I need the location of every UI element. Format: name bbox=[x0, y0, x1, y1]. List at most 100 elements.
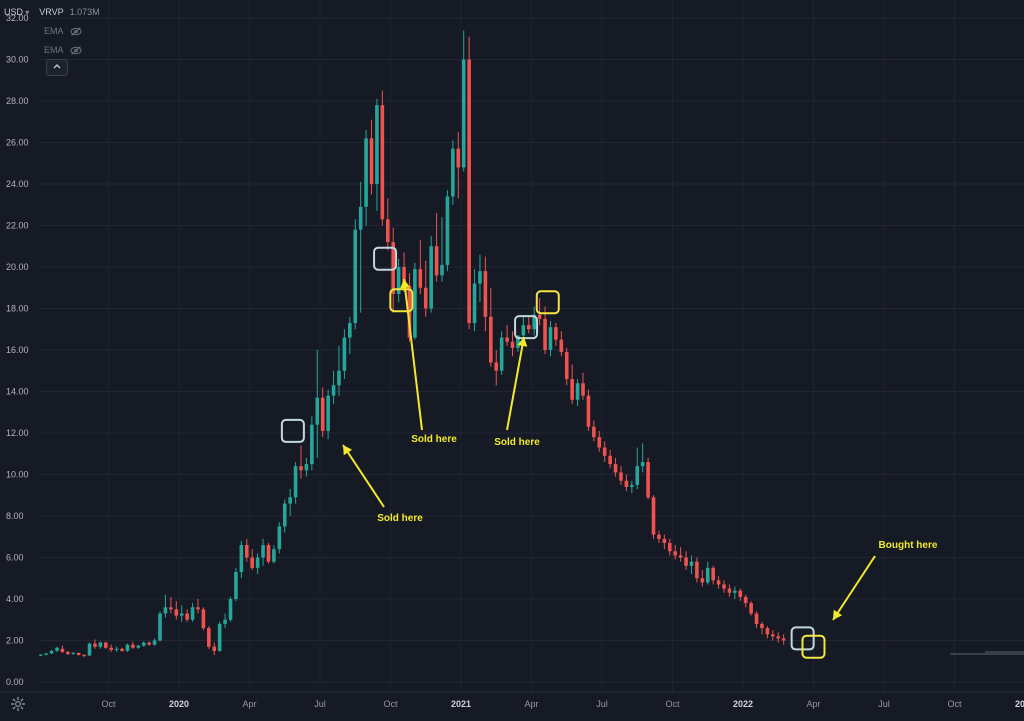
x-tick-label: Jul bbox=[878, 699, 890, 709]
candle-body bbox=[613, 464, 618, 473]
candle-body bbox=[66, 651, 70, 654]
candle-body bbox=[526, 325, 531, 330]
candle-body bbox=[207, 628, 211, 647]
candle-body bbox=[716, 580, 721, 585]
candle-body bbox=[543, 318, 547, 350]
eye-off-icon[interactable] bbox=[70, 27, 82, 36]
candle-body bbox=[489, 316, 493, 363]
candle-body bbox=[429, 246, 433, 309]
candle-body bbox=[678, 555, 683, 558]
candle-body bbox=[337, 370, 341, 386]
candle-body bbox=[93, 643, 97, 647]
candle-body bbox=[310, 424, 314, 465]
candle-body bbox=[315, 397, 320, 425]
candle-body bbox=[348, 323, 352, 338]
candle-body bbox=[282, 503, 287, 527]
chevron-up-icon bbox=[53, 64, 61, 69]
x-tick-label: Apr bbox=[242, 699, 256, 709]
y-tick-label: 28.00 bbox=[6, 96, 29, 106]
candle-body bbox=[87, 643, 92, 656]
candle-body bbox=[765, 628, 770, 635]
candle-body bbox=[532, 314, 537, 330]
candle-body bbox=[228, 599, 233, 620]
arrow-head bbox=[517, 337, 528, 347]
candle-body bbox=[700, 578, 705, 583]
candle-body bbox=[418, 269, 423, 288]
annotation-arrow bbox=[403, 278, 423, 431]
candle-body bbox=[147, 642, 151, 645]
x-tick-label: Jul bbox=[596, 699, 608, 709]
highlight-box bbox=[389, 288, 414, 313]
candle-body bbox=[293, 466, 298, 498]
candle-body bbox=[44, 653, 48, 655]
candle-body bbox=[217, 623, 222, 651]
candle-body bbox=[261, 545, 265, 558]
annotations: Sold here Sold here Sold here Bought here bbox=[280, 246, 938, 659]
candle-body bbox=[38, 654, 43, 656]
collapse-legend-button[interactable] bbox=[46, 59, 68, 76]
candle-body bbox=[434, 246, 439, 276]
candle-body bbox=[451, 148, 455, 197]
candle-body bbox=[136, 645, 141, 648]
candle-body bbox=[201, 609, 206, 629]
candle-body bbox=[391, 242, 396, 294]
highlight-box bbox=[280, 418, 305, 443]
candle-body bbox=[651, 497, 656, 535]
arrow-head bbox=[833, 609, 843, 620]
volume-profile-line bbox=[950, 651, 1024, 655]
candle-body bbox=[174, 609, 179, 616]
volume-value: 1.073M bbox=[69, 7, 100, 17]
y-tick-label: 14.00 bbox=[6, 387, 29, 397]
x-tick-label: Apr bbox=[806, 699, 820, 709]
candle-body bbox=[673, 551, 678, 556]
candle-body bbox=[212, 646, 217, 651]
candle-body bbox=[510, 341, 515, 348]
eye-off-icon[interactable] bbox=[70, 46, 82, 55]
candle-body bbox=[461, 59, 466, 168]
x-tick-label: 2023 bbox=[1015, 699, 1024, 709]
candle-body bbox=[781, 638, 786, 641]
gear-icon[interactable] bbox=[10, 696, 26, 712]
candle-body bbox=[131, 644, 135, 648]
candle-body bbox=[640, 462, 645, 467]
candle-body bbox=[467, 59, 471, 324]
x-tick-label: Jul bbox=[314, 699, 326, 709]
arrow-head bbox=[343, 445, 353, 456]
candle-body bbox=[49, 650, 54, 654]
annotation-label: Sold here bbox=[494, 437, 540, 448]
candle-body bbox=[288, 497, 292, 504]
candle-body bbox=[423, 287, 428, 309]
candle-body bbox=[103, 642, 108, 648]
currency-selector[interactable]: USD bbox=[4, 3, 29, 22]
candle-body bbox=[358, 206, 363, 230]
candle-body bbox=[190, 607, 195, 620]
candle-body bbox=[185, 613, 189, 620]
candle-body bbox=[738, 590, 743, 597]
candle-body bbox=[272, 549, 276, 562]
candle-body bbox=[689, 561, 694, 566]
y-tick-label: 22.00 bbox=[6, 221, 29, 231]
indicator-name: EMA bbox=[44, 45, 64, 55]
x-tick-label: 2020 bbox=[169, 699, 189, 709]
y-tick-label: 8.00 bbox=[6, 511, 24, 521]
legend-row-symbol: USD VRVP 1.073M bbox=[4, 3, 100, 22]
candle-body bbox=[554, 327, 558, 340]
candle-body bbox=[581, 383, 585, 396]
candle-body bbox=[98, 642, 103, 647]
candle-body bbox=[608, 455, 612, 465]
symbol-name: VRVP bbox=[39, 7, 64, 17]
candle-body bbox=[141, 642, 146, 646]
x-axis: Oct 2020 Apr Jul Oct 2021 Apr Jul Oct 2022 Apr Jul O… bbox=[0, 691, 1024, 709]
y-tick-label: 4.00 bbox=[6, 594, 24, 604]
candle-body bbox=[646, 462, 650, 498]
y-tick-label: 20.00 bbox=[6, 262, 29, 272]
candle-body bbox=[657, 534, 661, 539]
x-tick-label: Oct bbox=[101, 699, 116, 709]
candle-body bbox=[375, 105, 379, 184]
candle-body bbox=[575, 383, 580, 400]
candle-body bbox=[440, 264, 444, 276]
candle-body bbox=[163, 607, 168, 614]
candle-body bbox=[76, 652, 81, 656]
